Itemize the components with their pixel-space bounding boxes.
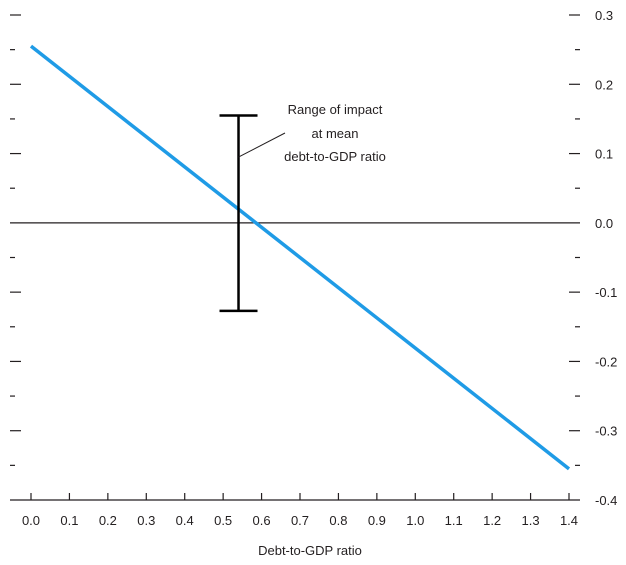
x-tick-label: 1.3 [522,513,540,528]
y-tick-label: -0.3 [595,424,617,439]
x-tick-label: 1.0 [406,513,424,528]
annotation-line-2: at mean [312,126,359,141]
x-tick-label: 0.8 [329,513,347,528]
y-tick-label: 0.1 [595,147,613,162]
x-tick-label: 1.2 [483,513,501,528]
x-tick-label: 0.5 [214,513,232,528]
x-tick-label: 0.6 [253,513,271,528]
series-layer [29,44,571,471]
y-tick-label: 0.0 [595,216,613,231]
x-tick-labels: 0.0 0.1 0.2 0.3 0.4 0.5 0.6 0.7 0.8 0.9 1.0 1.1 1.2 1… [22,513,578,528]
x-tick-label: 0.9 [368,513,386,528]
x-tick-label: 0.4 [176,513,194,528]
x-axis-title: Debt-to-GDP ratio [258,543,362,558]
annotation-leader-line [238,132,286,158]
range-bar [219,114,258,313]
annotation-line-3: debt-to-GDP ratio [284,149,386,164]
y-tick-label: 0.3 [595,8,613,23]
right-axis-ticks [569,14,580,466]
y-tick-label: -0.1 [595,285,617,300]
x-tick-label: 1.4 [560,513,578,528]
left-axis-ticks [10,14,21,466]
x-tick-label: 0.1 [60,513,78,528]
y-tick-label: -0.4 [595,493,617,508]
x-tick-label: 0.2 [99,513,117,528]
x-tick-label: 1.1 [445,513,463,528]
x-tick-label: 0.0 [22,513,40,528]
y-tick-labels: 0.3 0.2 0.1 0.0 -0.1 -0.2 -0.3 -0.4 [595,8,617,508]
x-tick-label: 0.7 [291,513,309,528]
x-axis-ticks [30,493,570,500]
y-tick-label: 0.2 [595,77,613,92]
annotation-line-1: Range of impact [288,102,383,117]
series-line [29,44,571,471]
x-tick-label: 0.3 [137,513,155,528]
y-tick-label: -0.2 [595,354,617,369]
